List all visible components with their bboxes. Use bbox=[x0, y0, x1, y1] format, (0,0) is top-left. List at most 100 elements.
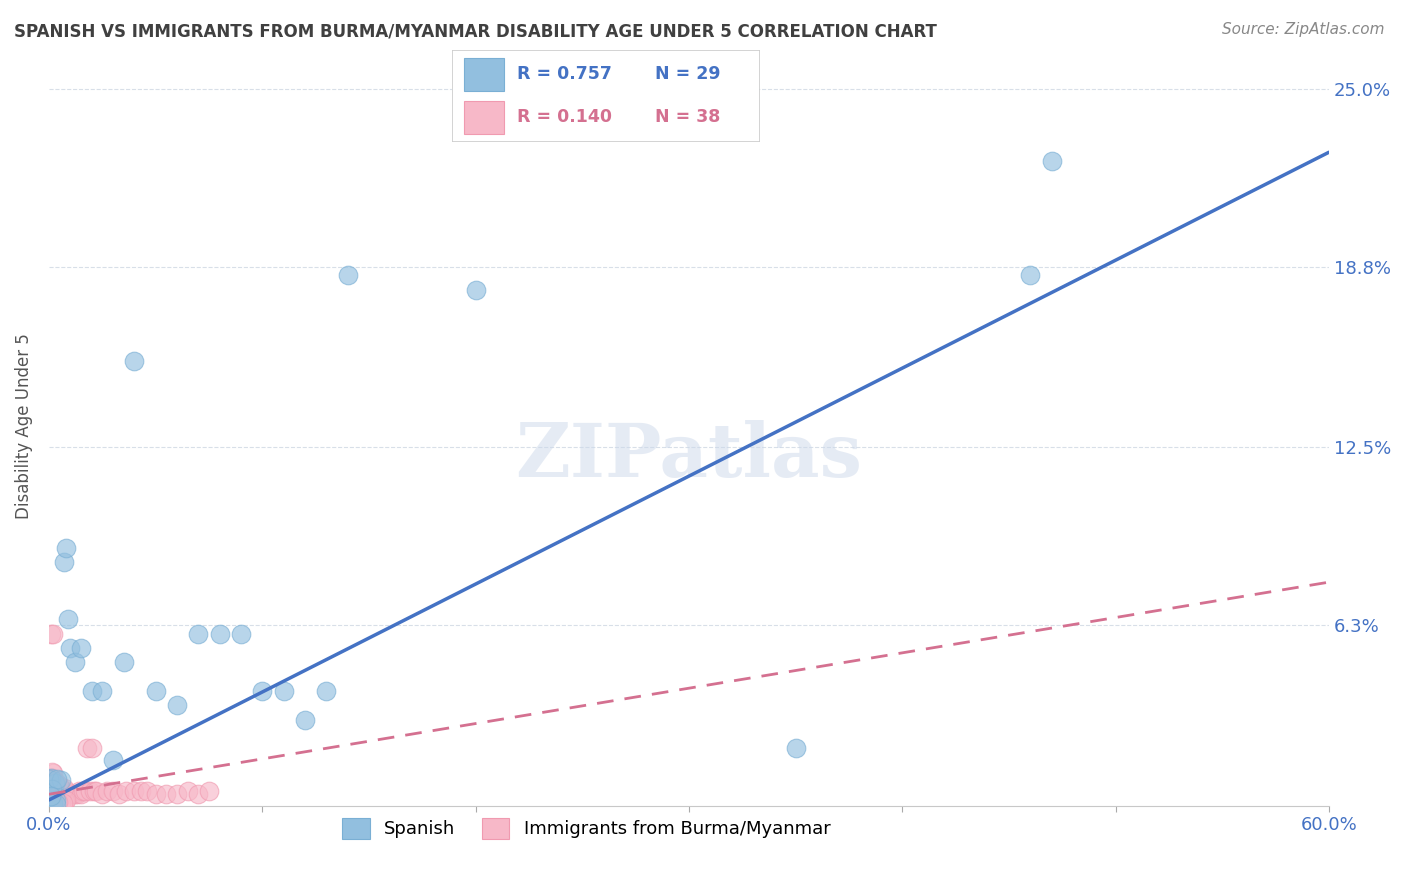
Point bbox=[52, 784, 75, 798]
Point bbox=[44, 781, 66, 796]
Point bbox=[48, 784, 70, 798]
Point bbox=[101, 784, 124, 798]
Point bbox=[44, 778, 66, 792]
Point bbox=[41, 783, 63, 797]
Point bbox=[187, 787, 209, 801]
Point bbox=[46, 772, 69, 787]
Point bbox=[44, 776, 66, 790]
Point bbox=[464, 283, 486, 297]
Point bbox=[80, 684, 103, 698]
Point bbox=[1019, 268, 1042, 283]
Point bbox=[39, 792, 62, 806]
Point bbox=[41, 781, 63, 796]
Point bbox=[41, 772, 63, 786]
Point bbox=[76, 741, 98, 756]
Point bbox=[45, 797, 67, 812]
Point bbox=[38, 778, 60, 792]
Point bbox=[59, 787, 82, 801]
Point bbox=[124, 354, 146, 368]
Point bbox=[56, 612, 79, 626]
Point bbox=[155, 787, 177, 801]
Point bbox=[80, 741, 103, 756]
Point bbox=[315, 684, 337, 698]
Point bbox=[55, 793, 77, 807]
Text: SPANISH VS IMMIGRANTS FROM BURMA/MYANMAR DISABILITY AGE UNDER 5 CORRELATION CHAR: SPANISH VS IMMIGRANTS FROM BURMA/MYANMAR… bbox=[14, 22, 936, 40]
Point bbox=[166, 698, 188, 713]
Point bbox=[56, 787, 79, 801]
Point bbox=[53, 794, 76, 808]
Point bbox=[108, 787, 131, 801]
Point bbox=[51, 784, 73, 798]
Point bbox=[52, 797, 75, 811]
Point bbox=[55, 541, 77, 555]
Text: Source: ZipAtlas.com: Source: ZipAtlas.com bbox=[1222, 22, 1385, 37]
Point bbox=[84, 784, 107, 798]
Point bbox=[83, 784, 105, 798]
Point bbox=[42, 626, 65, 640]
Point bbox=[59, 641, 82, 656]
Point bbox=[48, 786, 70, 800]
Point bbox=[70, 641, 93, 656]
Legend: Spanish, Immigrants from Burma/Myanmar: Spanish, Immigrants from Burma/Myanmar bbox=[335, 811, 838, 846]
Point bbox=[273, 684, 295, 698]
Point bbox=[45, 775, 67, 789]
Point bbox=[336, 268, 359, 283]
Point bbox=[67, 784, 90, 798]
Point bbox=[145, 684, 167, 698]
Point bbox=[91, 787, 114, 801]
Point bbox=[41, 771, 63, 785]
Point bbox=[208, 626, 231, 640]
Point bbox=[112, 656, 135, 670]
Point bbox=[63, 787, 86, 801]
Point bbox=[70, 787, 93, 801]
Point bbox=[41, 766, 63, 780]
Point bbox=[62, 787, 84, 801]
Point bbox=[42, 796, 65, 810]
Point bbox=[129, 784, 152, 798]
Point bbox=[63, 656, 86, 670]
Point bbox=[1040, 153, 1063, 168]
Point bbox=[91, 684, 114, 698]
Point bbox=[39, 771, 62, 785]
Point bbox=[72, 784, 94, 798]
Point bbox=[101, 753, 124, 767]
Point bbox=[124, 784, 146, 798]
Text: ZIPatlas: ZIPatlas bbox=[516, 420, 862, 493]
Point bbox=[42, 783, 65, 797]
Point bbox=[79, 784, 101, 798]
Point bbox=[48, 784, 70, 798]
Point bbox=[187, 626, 209, 640]
Point bbox=[55, 784, 77, 798]
Point bbox=[166, 787, 188, 801]
Point bbox=[294, 713, 316, 727]
Point bbox=[198, 784, 221, 798]
Point bbox=[52, 780, 75, 795]
Point bbox=[46, 787, 69, 801]
Point bbox=[75, 784, 97, 798]
Point bbox=[48, 778, 70, 792]
Point bbox=[176, 784, 198, 798]
Point bbox=[44, 784, 66, 798]
Point bbox=[136, 784, 159, 798]
Point bbox=[44, 789, 66, 803]
Point bbox=[229, 626, 252, 640]
Y-axis label: Disability Age Under 5: Disability Age Under 5 bbox=[15, 333, 32, 519]
Point bbox=[49, 797, 72, 811]
Point bbox=[41, 789, 63, 804]
Point bbox=[49, 773, 72, 788]
Point bbox=[42, 784, 65, 798]
Point bbox=[785, 741, 807, 756]
Point bbox=[52, 555, 75, 569]
Point bbox=[96, 784, 118, 798]
Point bbox=[45, 793, 67, 807]
Point bbox=[252, 684, 274, 698]
Point bbox=[39, 626, 62, 640]
Point bbox=[39, 784, 62, 798]
Point bbox=[145, 787, 167, 801]
Point bbox=[46, 795, 69, 809]
Point bbox=[46, 784, 69, 798]
Point bbox=[51, 789, 73, 803]
Point bbox=[42, 784, 65, 798]
Point bbox=[66, 787, 89, 801]
Point bbox=[38, 772, 60, 786]
